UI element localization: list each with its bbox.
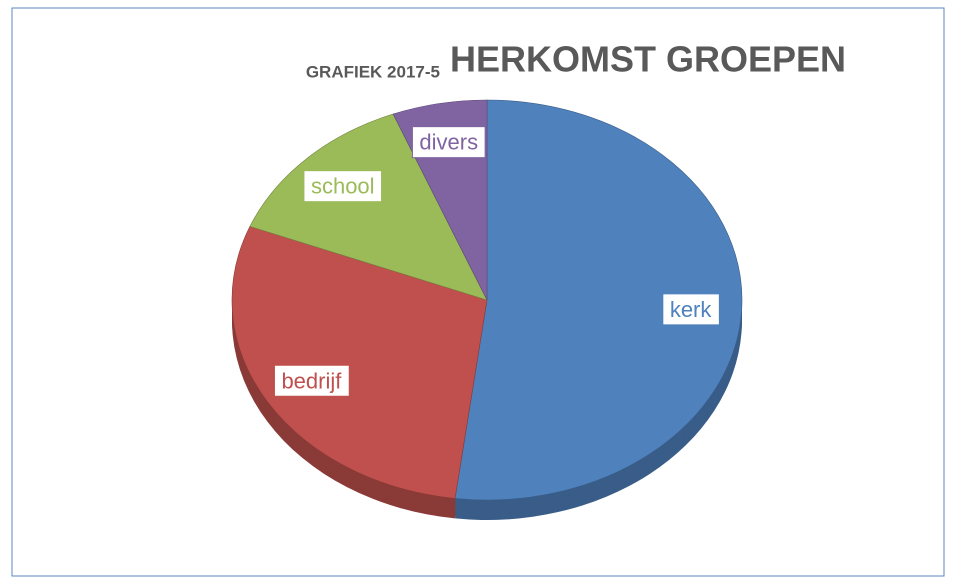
data-label-text: school [311, 174, 375, 199]
data-label-text: kerk [670, 297, 713, 322]
data-label: kerk [662, 293, 720, 326]
data-label: school [303, 170, 383, 203]
data-label-text: divers [419, 130, 478, 155]
data-label-box [273, 364, 350, 397]
data-label-box [411, 126, 486, 159]
slice [249, 113, 488, 301]
data-label: divers [411, 126, 486, 159]
data-label-text: bedrijf [281, 368, 342, 393]
data-label-box [662, 293, 720, 326]
slice [231, 226, 488, 499]
chart-title: HERKOMST GROEPEN [450, 39, 846, 80]
chart-subtitle: GRAFIEK 2017-5 [306, 62, 440, 81]
data-label-box [303, 170, 383, 203]
slice [454, 99, 743, 501]
data-label: bedrijf [273, 364, 350, 397]
